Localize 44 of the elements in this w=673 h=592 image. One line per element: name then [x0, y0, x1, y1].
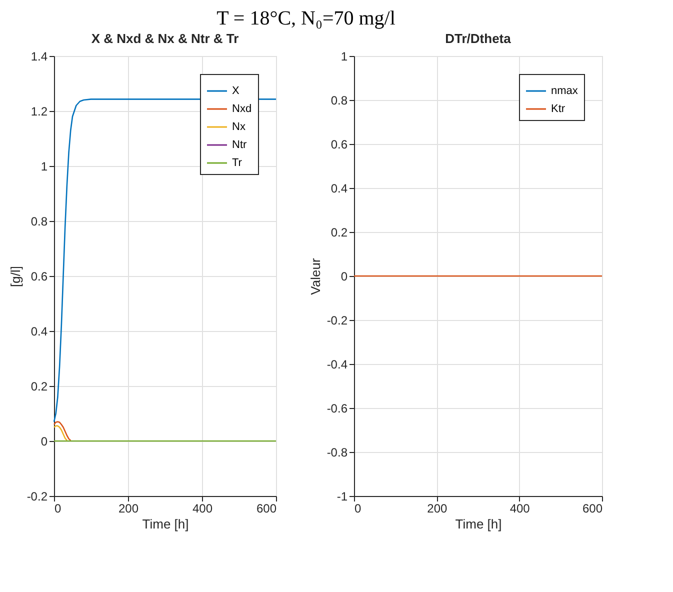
x-tick-label: 200	[427, 502, 448, 516]
y-tick-label: 0	[40, 434, 48, 448]
y-tick-label: 1	[340, 50, 348, 64]
x-tick-label: 400	[192, 502, 213, 516]
y-tick-label: -1	[336, 490, 348, 504]
y-axis-title: [g/l]	[8, 266, 23, 287]
x-tick-label: 400	[510, 502, 530, 516]
y-tick-label: 0.8	[30, 214, 48, 228]
y-tick-label: -0.4	[326, 358, 348, 372]
y-tick-label: -0.6	[326, 402, 348, 416]
x-tick-label: 600	[256, 502, 277, 516]
y-tick-label: 0.8	[330, 94, 348, 108]
chart-title: X & Nxd & Nx & Ntr & Tr	[91, 31, 239, 46]
x-tick-label: 0	[54, 502, 62, 516]
x-axis-title: Time [h]	[455, 516, 502, 532]
chart-title: DTr/Dtheta	[445, 31, 512, 46]
y-axis-title: Valeur	[308, 258, 323, 295]
line-series	[53, 421, 72, 442]
legend-label: X	[232, 85, 240, 97]
legend-label: Tr	[232, 157, 242, 169]
legend-label: Ntr	[232, 139, 247, 151]
y-tick-label: -0.8	[326, 446, 348, 460]
y-tick-label: 0.2	[330, 226, 348, 240]
legend-label: Ktr	[551, 103, 566, 115]
x-tick-label: 0	[354, 502, 362, 516]
y-tick-label: 0.2	[30, 380, 48, 394]
y-tick-label: 0.4	[330, 182, 348, 196]
legend-label: Nx	[232, 121, 246, 133]
x-axis-title: Time [h]	[142, 516, 189, 532]
y-tick-label: 1.4	[30, 50, 48, 64]
x-tick-label: 200	[118, 502, 139, 516]
y-tick-label: 1.2	[30, 104, 48, 118]
y-tick-label: 0.4	[30, 324, 48, 338]
text: T = 18°C, N₀=70 mg/l	[216, 8, 396, 30]
y-tick-label: 0.6	[30, 270, 48, 284]
legend-label: Nxd	[232, 103, 252, 115]
y-tick-label: 0	[340, 270, 348, 284]
y-tick-label: -0.2	[26, 490, 48, 504]
y-tick-label: -0.2	[326, 314, 348, 328]
y-tick-label: 1	[40, 160, 48, 174]
x-tick-label: 600	[582, 502, 603, 516]
y-tick-label: 0.6	[330, 138, 348, 152]
legend-label: nmax	[551, 85, 578, 97]
line-series	[53, 425, 68, 442]
